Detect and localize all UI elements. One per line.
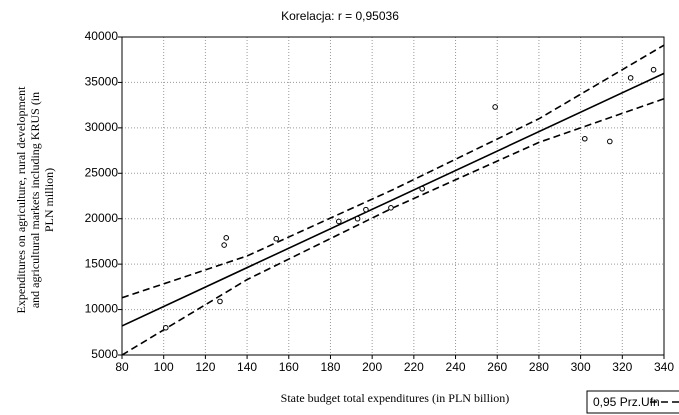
point — [354, 215, 361, 222]
regression-line — [121, 72, 665, 327]
y-tick-label: 15000 — [85, 256, 119, 270]
point — [217, 298, 223, 305]
point — [607, 138, 613, 145]
x-tick-label: 80 — [115, 360, 129, 374]
y-tick-label: 25000 — [85, 165, 119, 179]
chart-title: Korelacja: r = 0,95036 — [281, 9, 399, 23]
y-tick-label: 35000 — [85, 75, 119, 89]
x-tick-label: 280 — [529, 360, 549, 374]
point — [388, 205, 394, 211]
point — [627, 75, 634, 81]
y-axis-label: Expenditures on agriculture, rural devel… — [14, 86, 56, 314]
x-tick-label: 300 — [571, 360, 591, 374]
x-tick-label: 160 — [279, 360, 299, 374]
y-axis-label-line: Expenditures on agriculture, rural devel… — [14, 86, 28, 314]
y-tick-label: 40000 — [85, 29, 119, 43]
x-tick-label: 180 — [320, 360, 340, 374]
y-tick-label: 30000 — [85, 120, 119, 134]
y-axis-label-line: and agricultural markets including KRUS … — [28, 92, 42, 308]
point — [336, 218, 342, 225]
point — [650, 66, 657, 73]
point — [223, 234, 230, 241]
point — [492, 104, 498, 110]
x-tick-label: 260 — [487, 360, 507, 374]
x-tick-label: 200 — [362, 360, 382, 374]
y-tick-label: 20000 — [85, 211, 119, 225]
x-tick-label: 100 — [154, 360, 174, 374]
legend-box — [586, 390, 679, 414]
point — [581, 135, 588, 142]
x-tick-label: 140 — [237, 360, 257, 374]
legend-label: 0,95 Prz.Ufn — [593, 395, 660, 409]
x-tick-label: 220 — [404, 360, 424, 374]
confidence-band-upper — [121, 44, 665, 299]
point — [419, 185, 425, 192]
x-axis-label: State budget total expenditures (in PLN … — [281, 391, 510, 405]
x-tick-label: 320 — [612, 360, 632, 374]
point — [221, 242, 227, 248]
y-tick-label: 10000 — [85, 302, 119, 316]
point — [363, 206, 369, 213]
x-tick-label: 340 — [654, 360, 674, 374]
x-tick-label: 120 — [195, 360, 215, 374]
y-axis-label-line: PLN million) — [42, 168, 56, 232]
point — [162, 324, 169, 331]
point — [273, 235, 280, 242]
plot-frame — [121, 36, 665, 356]
y-tick-label: 5000 — [91, 347, 118, 361]
x-tick-label: 240 — [446, 360, 466, 374]
